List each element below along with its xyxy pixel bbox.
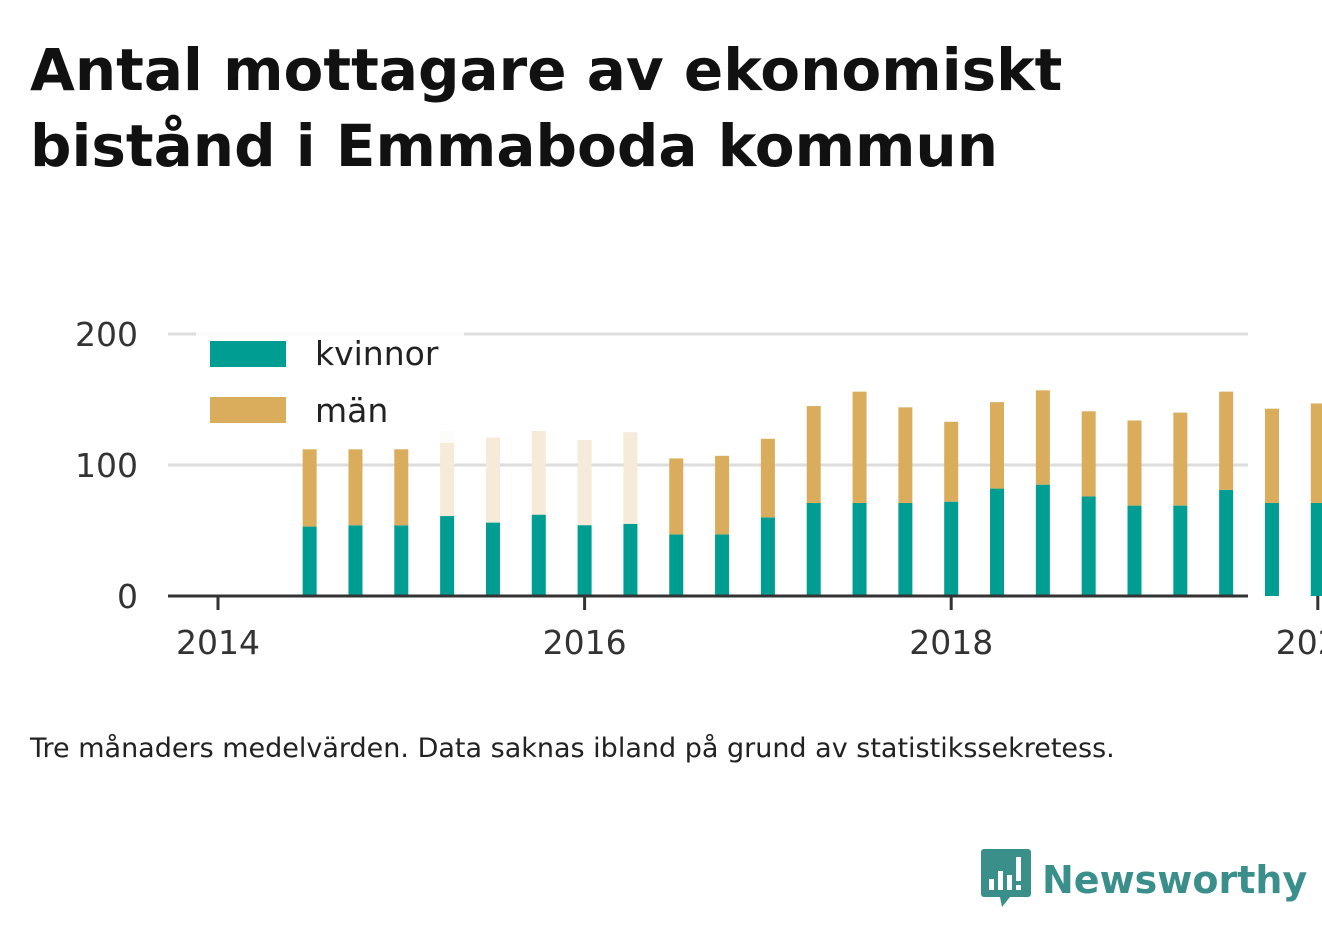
- x-tick-label: 2016: [543, 623, 627, 662]
- y-axis-labels: 0 100 200: [75, 315, 138, 616]
- bar-man: [760, 438, 775, 518]
- bar-kvinnor: [1173, 505, 1188, 596]
- x-axis: 201420162018202020222024: [168, 594, 1322, 662]
- bar-kvinnor: [990, 488, 1005, 596]
- bar-man: [944, 421, 959, 502]
- bar-man: [1173, 412, 1188, 506]
- bar-kvinnor: [806, 502, 821, 596]
- bar-man: [1310, 403, 1322, 503]
- bar-kvinnor: [1035, 484, 1050, 596]
- legend-swatch-man: [210, 397, 286, 423]
- bar-kvinnor: [485, 522, 500, 596]
- bar-man: [1127, 420, 1142, 506]
- bar-man: [852, 391, 867, 503]
- bar-kvinnor: [1127, 505, 1142, 596]
- bar-man: [1081, 411, 1096, 497]
- bar-kvinnor: [1219, 489, 1234, 596]
- bar-man: [669, 458, 684, 535]
- y-tick-label: 0: [117, 577, 138, 616]
- bar-chart-speech-bubble-icon: [980, 847, 1032, 913]
- y-tick-label: 200: [75, 315, 138, 354]
- bar-missing: [577, 440, 592, 526]
- bar-kvinnor: [394, 525, 409, 596]
- bar-kvinnor: [1081, 496, 1096, 596]
- bar-kvinnor: [944, 501, 959, 596]
- brand-logo: Newsworthy: [980, 848, 1307, 912]
- bar-kvinnor: [852, 502, 867, 596]
- legend-swatch-kvinnor: [210, 341, 286, 367]
- bars: [302, 390, 1322, 596]
- bar-kvinnor: [440, 516, 455, 596]
- bar-kvinnor: [348, 525, 363, 596]
- legend-label-man: män: [315, 391, 388, 430]
- bar-missing: [623, 432, 638, 524]
- bar-kvinnor: [577, 525, 592, 596]
- bar-kvinnor: [1310, 502, 1322, 596]
- x-tick-label: 2014: [176, 623, 260, 662]
- footnote: Tre månaders medelvärden. Data saknas ib…: [30, 733, 1115, 764]
- y-tick-label: 100: [75, 446, 138, 485]
- bar-man: [1035, 390, 1050, 485]
- bar-man: [898, 407, 913, 503]
- x-tick-label: 2018: [909, 623, 993, 662]
- brand-name: Newsworthy: [1042, 858, 1308, 902]
- chart-title-line-1: Antal mottagare av ekonomiskt: [30, 36, 1063, 104]
- bar-man: [990, 402, 1005, 489]
- bar-missing: [485, 437, 500, 523]
- chart-title: Antal mottagare av ekonomiskt bistånd i …: [30, 32, 1230, 184]
- bar-man: [348, 449, 363, 526]
- legend-label-kvinnor: kvinnor: [315, 334, 439, 373]
- bar-kvinnor: [898, 502, 913, 596]
- chart-title-line-2: bistånd i Emmaboda kommun: [30, 112, 999, 180]
- bar-kvinnor: [1264, 502, 1279, 596]
- legend: kvinnor män: [196, 330, 464, 443]
- bar-kvinnor: [715, 534, 730, 596]
- bar-kvinnor: [760, 517, 775, 596]
- bar-kvinnor: [302, 526, 317, 596]
- bar-man: [715, 455, 730, 535]
- bar-kvinnor: [623, 523, 638, 596]
- bar-missing: [531, 430, 546, 515]
- bar-kvinnor: [669, 534, 684, 596]
- bar-kvinnor: [531, 514, 546, 596]
- bar-man: [302, 449, 317, 527]
- bar-man: [806, 406, 821, 503]
- bar-man: [1219, 391, 1234, 490]
- bar-missing: [440, 430, 455, 517]
- bar-man: [394, 449, 409, 526]
- bar-man: [1264, 408, 1279, 503]
- x-tick-label: 2020: [1276, 623, 1322, 662]
